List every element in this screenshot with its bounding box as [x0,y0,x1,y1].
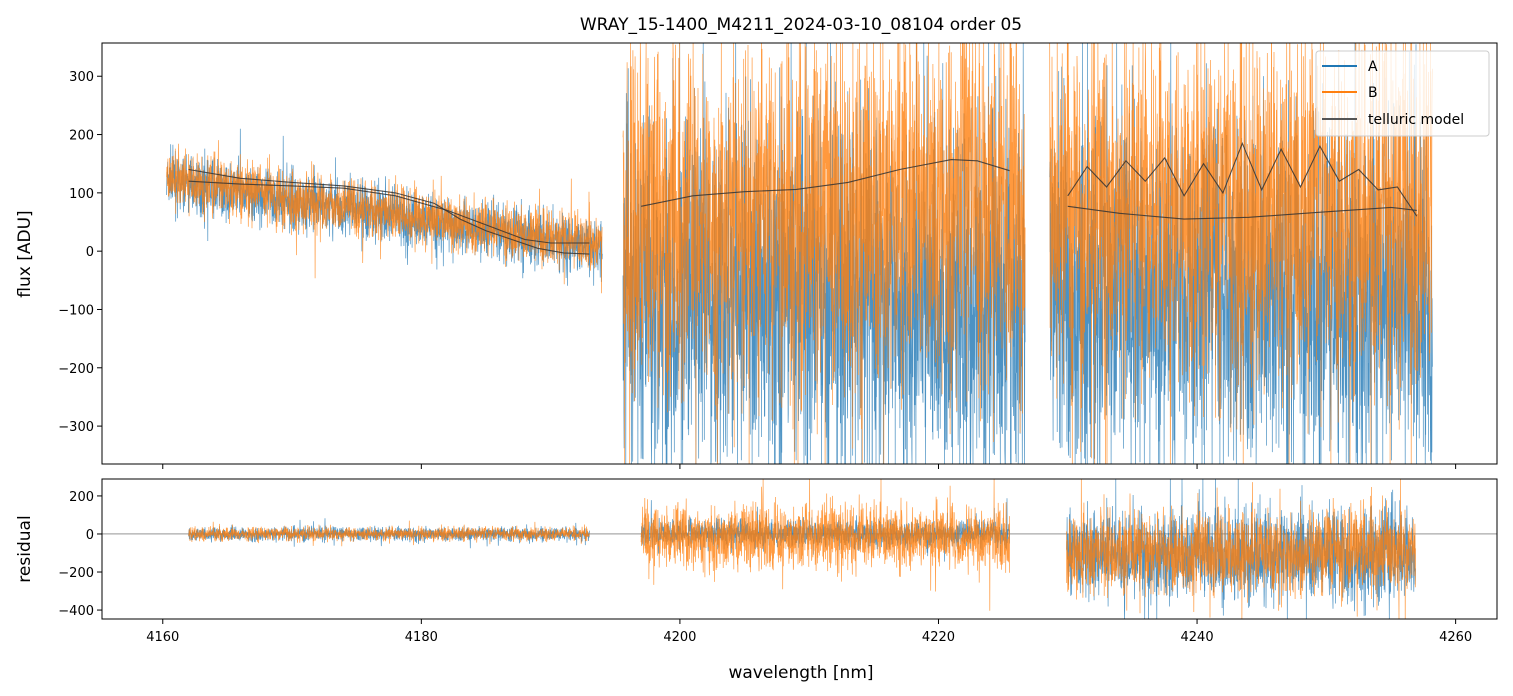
telluric-model-0 [188,168,590,255]
y-tick-label: −100 [58,303,94,318]
y-axis-label-flux: flux [ADU] [15,210,35,297]
x-axis-label: wavelength [nm] [728,663,873,683]
y-tick-label: 0 [86,245,94,260]
x-tick-label: 4220 [922,630,955,645]
legend-label-a: A [1368,59,1378,75]
x-tick-label: 4200 [663,630,696,645]
y-tick-label: −400 [58,604,94,619]
series-b-segment-1 [622,42,1026,465]
y-tick-label: 200 [69,129,94,144]
x-tick-label: 4180 [405,630,438,645]
x-tick-label: 4240 [1181,630,1214,645]
legend-label-model: telluric model [1368,112,1464,128]
y-tick-label: −200 [58,566,94,581]
series-b-segment-2 [1066,478,1416,620]
telluric-model-4 [1067,205,1417,220]
series-b-segment-0 [188,520,590,547]
y-axis-label-residual: residual [15,515,35,582]
series-b-segment-1 [640,478,1010,611]
y-tick-label: −300 [58,420,94,435]
telluric-model-3 [1067,141,1418,217]
y-tick-label: 100 [69,187,94,202]
legend-label-b: B [1368,85,1378,101]
series-b-segment-0 [166,140,603,294]
y-tick-label: 0 [86,528,94,543]
y-tick-label: 300 [69,70,94,85]
telluric-model-2 [640,159,1010,207]
telluric-model-1 [188,180,590,244]
x-tick-label: 4260 [1439,630,1472,645]
chart-title: WRAY_15-1400_M4211_2024-03-10_08104 orde… [580,15,1022,35]
y-tick-label: −200 [58,362,94,377]
legend: A B telluric model [1315,50,1490,137]
x-tick-label: 4160 [146,630,179,645]
y-tick-label: 200 [69,490,94,505]
axes-frame-1 [101,478,1498,620]
axes-frame-0 [101,42,1498,465]
